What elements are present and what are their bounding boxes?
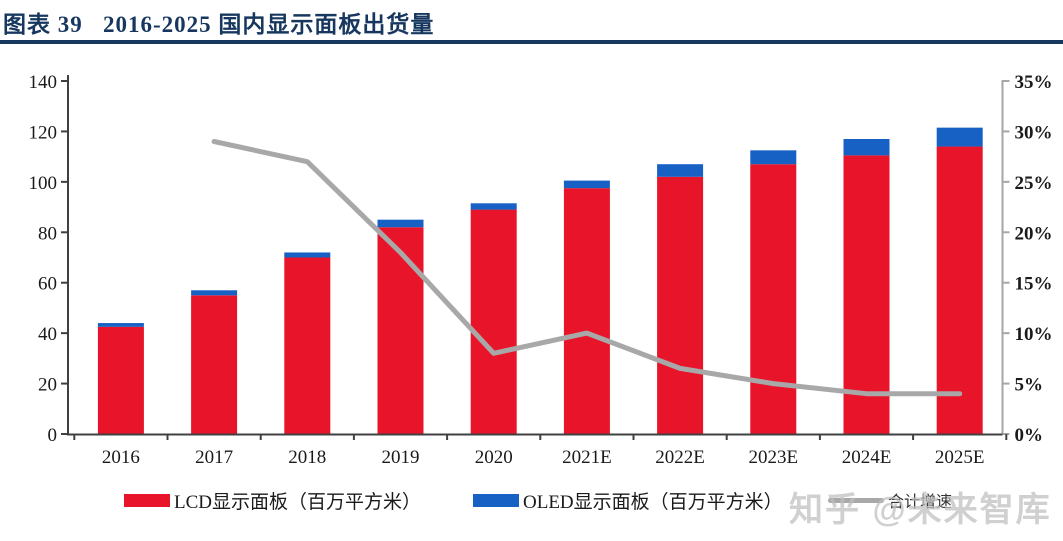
right-axis-tick-label: 25% <box>1015 173 1053 194</box>
bar-oled-2022E <box>657 164 704 177</box>
bar-oled-2019 <box>377 219 424 228</box>
x-axis-category-label: 2019 <box>382 447 420 468</box>
title-underline <box>0 40 1063 44</box>
bar-lcd-2017 <box>191 295 238 434</box>
bar-lcd-2020 <box>470 209 517 434</box>
bar-oled-2024E <box>843 138 890 156</box>
left-axis-tick-label: 140 <box>29 72 58 93</box>
left-axis-tick-label: 20 <box>38 375 57 396</box>
bar-lcd-2018 <box>284 257 331 434</box>
bar-oled-2020 <box>470 203 517 210</box>
legend-item-oled: OLED显示面板（百万平方米） <box>473 487 783 513</box>
left-axis-tick-label: 40 <box>38 324 57 345</box>
right-axis-tick-label: 20% <box>1015 223 1053 244</box>
bar-oled-2017 <box>191 290 238 296</box>
bar-oled-2021E <box>563 180 610 189</box>
bar-lcd-2021E <box>563 188 610 434</box>
watermark: 知乎 @未来智库 <box>789 491 1052 529</box>
right-axis-tick-label: 10% <box>1015 324 1053 345</box>
growth-rate-line <box>211 139 963 397</box>
page-title: 图表 39 2016-2025 国内显示面板出货量 <box>3 12 435 37</box>
legend-label-growth: 合计增速 <box>888 494 953 511</box>
x-axis-category-label: 2024E <box>842 447 892 468</box>
bar-lcd-2023E <box>750 164 797 434</box>
legend-item-growth: 合计增速 <box>828 487 952 513</box>
legend-label-oled: OLED显示面板（百万平方米） <box>523 491 783 513</box>
bar-lcd-2016 <box>97 326 144 434</box>
bar-oled-2018 <box>284 252 331 258</box>
lcd-bar-swatch-icon <box>124 493 170 507</box>
growth-line-swatch-icon <box>828 497 884 503</box>
right-axis-tick-label: 5% <box>1015 375 1044 396</box>
x-axis-category-label: 2017 <box>195 447 233 468</box>
right-axis-tick-label: 15% <box>1015 274 1053 295</box>
bar-lcd-2022E <box>657 176 704 435</box>
bar-lcd-2024E <box>843 155 890 434</box>
left-axis-tick-label: 100 <box>29 173 58 194</box>
bar-lcd-2025E <box>936 146 983 435</box>
bar-lcd-2019 <box>377 227 424 434</box>
oled-bar-swatch-icon <box>473 493 519 507</box>
left-axis-tick-label: 80 <box>38 223 57 244</box>
bar-oled-2023E <box>750 150 797 165</box>
bar-oled-2016 <box>97 323 144 327</box>
x-axis-category-label: 2025E <box>935 447 985 468</box>
right-axis-tick-label: 0% <box>1015 425 1044 446</box>
x-axis-category-label: 2021E <box>562 447 612 468</box>
right-axis-tick-label: 35% <box>1015 72 1053 93</box>
x-axis-category-label: 2022E <box>655 447 705 468</box>
legend-label-lcd: LCD显示面板（百万平方米） <box>174 491 422 513</box>
legend: LCD显示面板（百万平方米） OLED显示面板（百万平方米） 合计增速 <box>0 487 1063 521</box>
x-axis-category-label: 2023E <box>748 447 798 468</box>
x-axis-category-label: 2020 <box>475 447 513 468</box>
x-axis-category-label: 2018 <box>288 447 326 468</box>
left-axis-tick-label: 120 <box>29 122 58 143</box>
bar-oled-2025E <box>936 127 983 147</box>
x-axis-category-label: 2016 <box>102 447 140 468</box>
legend-item-lcd: LCD显示面板（百万平方米） <box>124 487 421 513</box>
left-axis-tick-label: 0 <box>48 425 58 446</box>
left-axis-tick-label: 60 <box>38 274 57 295</box>
right-axis-tick-label: 30% <box>1015 122 1053 143</box>
